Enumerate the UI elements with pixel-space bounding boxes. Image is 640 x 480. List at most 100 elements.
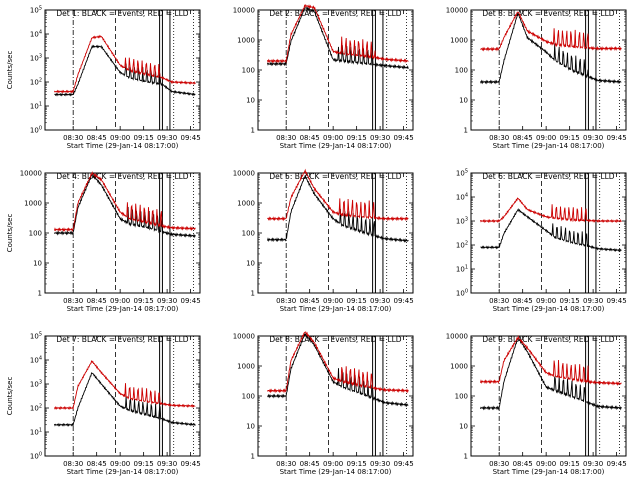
y-tick-label: 103 [30, 54, 42, 63]
y-tick-label: 102 [456, 241, 468, 250]
panel-title: Det 4: BLACK = Events, RED = LLD [56, 172, 188, 181]
x-tick-label: 09:45 [607, 134, 627, 142]
plot-frame [257, 172, 414, 294]
y-tick-label: 100 [242, 230, 255, 238]
plot-frame [470, 335, 627, 457]
y-tick-label: 10000 [446, 333, 468, 341]
y-tick-label: 100 [30, 126, 42, 135]
y-tick-label: 100 [242, 393, 255, 401]
series-lld-line [53, 359, 196, 411]
y-tick-label: 10000 [233, 170, 255, 178]
y-tick-label: 100 [455, 393, 468, 401]
x-tick-label: 09:30 [157, 460, 177, 468]
y-axis-label: Counts/sec [6, 377, 14, 416]
panel-9: Det 9: BLACK = Events, RED = LLD Start Ti… [446, 333, 627, 477]
plot-frame [44, 335, 201, 457]
plot-frame [470, 9, 627, 131]
x-tick-label: 08:45 [300, 460, 320, 468]
series-lld-line [54, 34, 196, 94]
x-tick-label: 08:45 [513, 297, 533, 305]
x-tick-label: 09:30 [370, 297, 390, 305]
series-events-line [480, 208, 622, 253]
x-tick-label: 09:45 [181, 134, 201, 142]
y-tick-label: 10 [246, 423, 255, 431]
x-tick-label: 09:15 [560, 134, 580, 142]
x-tick-label: 08:45 [87, 460, 107, 468]
y-tick-label: 1000 [237, 37, 255, 45]
panel-title: Det 8: BLACK = Events, RED = LLD [269, 335, 401, 344]
series-events-line [267, 332, 409, 408]
x-tick-label: 09:30 [370, 134, 390, 142]
x-tick-label: 09:45 [181, 297, 201, 305]
x-axis-label: Start Time (29-Jan-14 08:17:00) [67, 468, 179, 476]
x-tick-label: 09:45 [181, 460, 201, 468]
x-axis-label: Start Time (29-Jan-14 08:17:00) [280, 305, 392, 313]
x-tick-label: 09:15 [134, 134, 154, 142]
y-tick-label: 105 [456, 169, 468, 178]
x-tick-label: 09:45 [394, 297, 414, 305]
x-tick-label: 09:15 [347, 134, 367, 142]
x-tick-label: 09:00 [110, 460, 130, 468]
panel-6: Det 6: BLACK = Events, RED = LLD Start Ti… [456, 169, 627, 314]
panel-2: Det 2: BLACK = Events, RED = LLD Start Ti… [233, 3, 414, 150]
series-lld-line [480, 11, 622, 52]
x-tick-label: 09:15 [347, 297, 367, 305]
x-axis-label: Start Time (29-Jan-14 08:17:00) [493, 305, 605, 313]
x-tick-label: 08:45 [513, 460, 533, 468]
panel-title: Det 9: BLACK = Events, RED = LLD [482, 335, 614, 344]
y-tick-label: 103 [456, 217, 468, 226]
y-tick-label: 1 [464, 453, 468, 461]
y-tick-label: 100 [455, 67, 468, 75]
x-tick-label: 08:30 [276, 297, 296, 305]
panel-title: Det 5: BLACK = Events, RED = LLD [269, 172, 401, 181]
y-tick-label: 1000 [237, 363, 255, 371]
x-axis-label: Start Time (29-Jan-14 08:17:00) [493, 468, 605, 476]
x-tick-label: 09:00 [110, 134, 130, 142]
x-tick-label: 09:00 [110, 297, 130, 305]
x-tick-label: 09:30 [370, 460, 390, 468]
y-tick-label: 105 [30, 6, 42, 15]
x-tick-label: 09:15 [560, 297, 580, 305]
y-tick-label: 10 [459, 97, 468, 105]
y-tick-label: 1000 [24, 200, 42, 208]
plot-frame [44, 9, 201, 131]
panel-5: Det 5: BLACK = Events, RED = LLD Start Ti… [233, 168, 414, 313]
x-tick-label: 08:30 [276, 134, 296, 142]
panel-title: Det 7: BLACK = Events, RED = LLD [56, 335, 188, 344]
x-tick-label: 08:45 [300, 297, 320, 305]
x-tick-label: 09:15 [134, 297, 154, 305]
x-tick-label: 08:30 [63, 134, 83, 142]
panel-1: Det 1: BLACK = Events, RED = LLD Start Ti… [6, 6, 201, 151]
x-tick-label: 09:45 [394, 134, 414, 142]
y-axis-label: Counts/sec [6, 51, 14, 90]
y-tick-label: 100 [30, 452, 42, 461]
x-tick-label: 09:30 [157, 297, 177, 305]
y-tick-label: 10000 [233, 7, 255, 15]
x-tick-label: 09:45 [607, 297, 627, 305]
x-axis-label: Start Time (29-Jan-14 08:17:00) [280, 468, 392, 476]
x-tick-label: 09:15 [347, 460, 367, 468]
y-tick-label: 103 [30, 380, 42, 389]
panel-3: Det 3: BLACK = Events, RED = LLD Start Ti… [446, 7, 627, 151]
x-tick-label: 09:00 [536, 134, 556, 142]
x-tick-label: 08:45 [87, 134, 107, 142]
x-tick-label: 09:30 [583, 460, 603, 468]
y-tick-label: 104 [30, 356, 42, 365]
x-tick-label: 08:30 [489, 134, 509, 142]
x-axis-label: Start Time (29-Jan-14 08:17:00) [67, 305, 179, 313]
y-tick-label: 105 [30, 332, 42, 341]
series-lld-line [53, 170, 196, 232]
y-tick-label: 10 [459, 423, 468, 431]
x-tick-label: 09:30 [583, 297, 603, 305]
series-lld-line [267, 168, 409, 222]
x-tick-label: 09:15 [134, 460, 154, 468]
y-tick-label: 1000 [237, 200, 255, 208]
x-tick-label: 09:00 [536, 297, 556, 305]
panel-title: Det 1: BLACK = Events, RED = LLD [56, 9, 188, 18]
y-axis-label: Counts/sec [6, 214, 14, 253]
y-tick-label: 101 [30, 428, 42, 437]
y-tick-label: 100 [29, 230, 42, 238]
x-tick-label: 09:00 [323, 134, 343, 142]
series-events-line [266, 6, 409, 70]
